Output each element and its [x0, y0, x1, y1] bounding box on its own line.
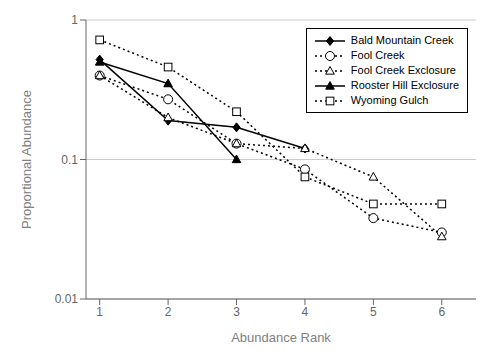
svg-text:5: 5: [370, 305, 377, 319]
svg-text:6: 6: [438, 305, 445, 319]
svg-text:Proportional Abundance: Proportional Abundance: [19, 90, 34, 229]
svg-text:0.01: 0.01: [55, 292, 79, 306]
html-text:Bald Mountain Creek: Bald Mountain Creek: [350, 34, 454, 46]
html-text:Rooster Hill Exclosure: Rooster Hill Exclosure: [350, 79, 459, 91]
svg-text:2: 2: [165, 305, 172, 319]
svg-text:3: 3: [233, 305, 240, 319]
html-text:Fool Creek Exclosure: Fool Creek Exclosure: [350, 64, 456, 76]
html-text:Fool Creek: Fool Creek: [350, 49, 405, 61]
svg-text:1: 1: [71, 13, 78, 27]
svg-text:4: 4: [302, 305, 309, 319]
svg-text:1: 1: [96, 305, 103, 319]
svg-text:Abundance Rank: Abundance Rank: [231, 330, 331, 345]
svg-text:0.1: 0.1: [61, 153, 78, 167]
html-text:Wyoming Gulch: Wyoming Gulch: [350, 94, 429, 106]
